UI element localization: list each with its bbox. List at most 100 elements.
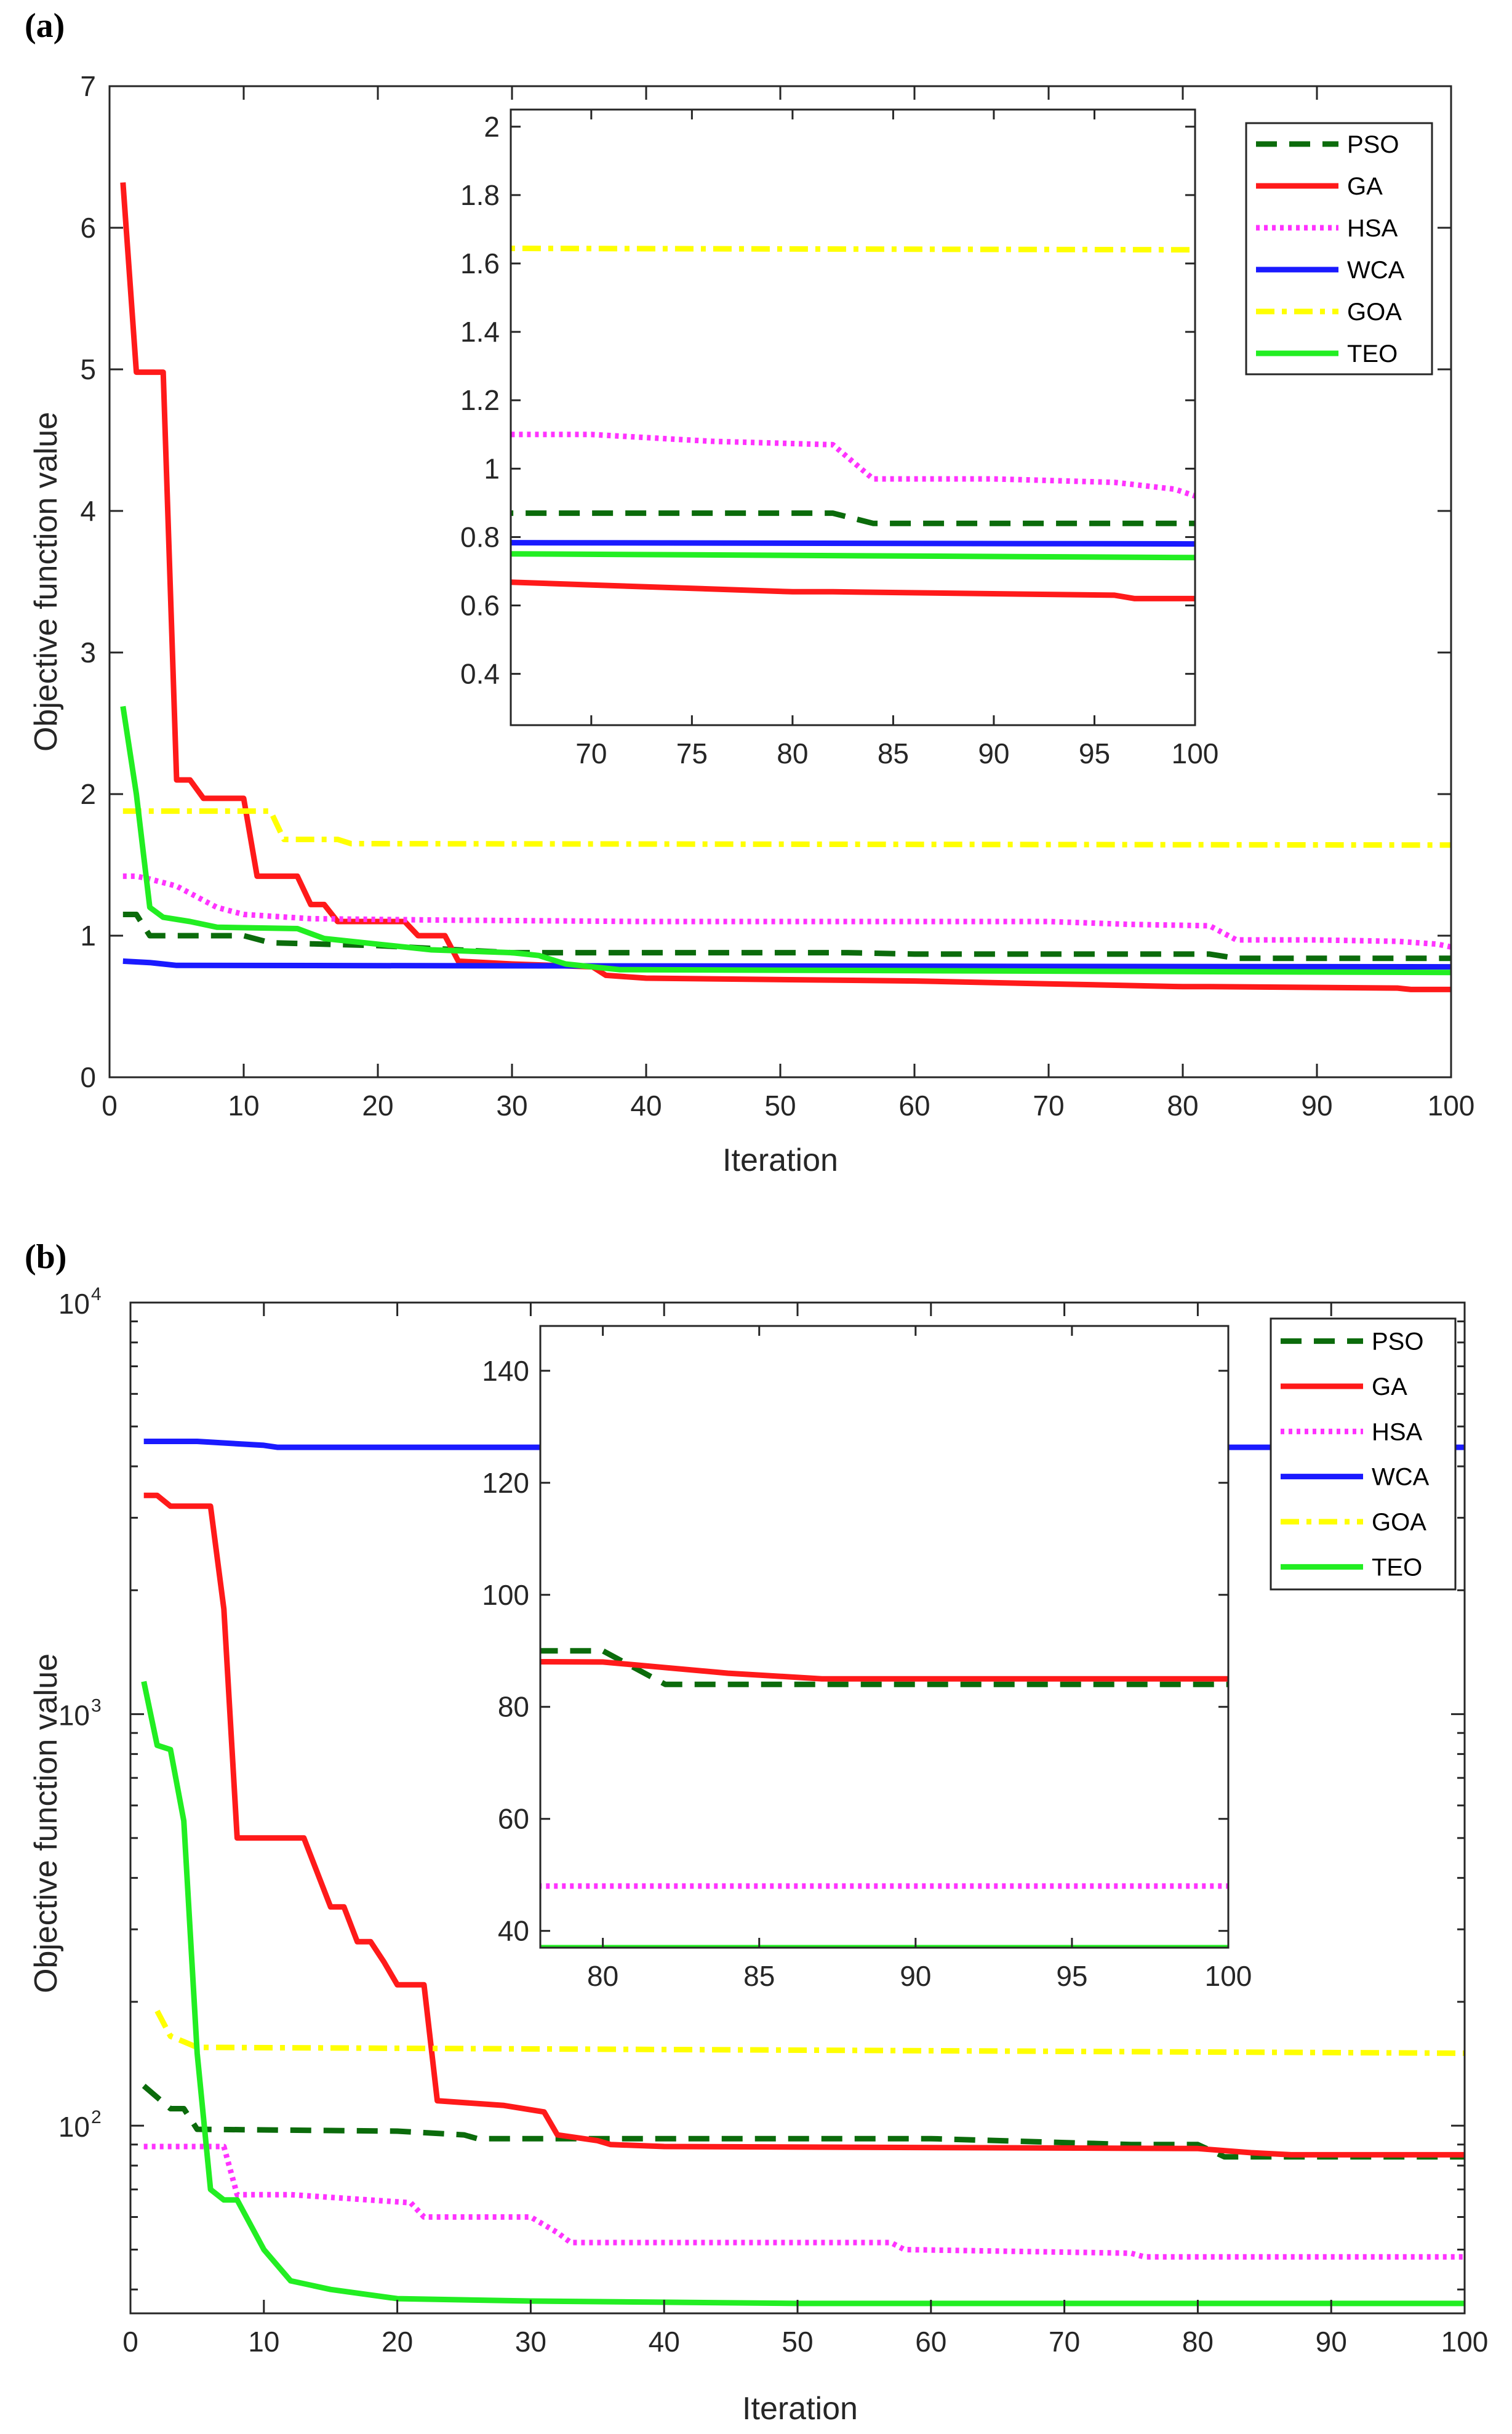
y-tick-label: 3 — [80, 637, 96, 669]
x-tick-label: 10 — [228, 1090, 259, 1122]
x-tick-label: 10 — [248, 2326, 279, 2358]
y-tick-label: 5 — [80, 353, 96, 385]
legend-label-hsa: HSA — [1347, 215, 1398, 242]
y-tick-base: 10 — [58, 2111, 90, 2143]
inset-y-tick-label: 1.4 — [460, 316, 500, 348]
series-line-ga — [120, 182, 1451, 992]
series-line-ga — [143, 1492, 1465, 2158]
x-tick-label: 20 — [382, 2326, 413, 2358]
legend-label-teo: TEO — [1372, 1554, 1422, 1581]
y-tick-label: 1 — [80, 920, 96, 952]
inset-x-tick-label: 85 — [743, 1960, 775, 1992]
legend-label-wca: WCA — [1372, 1464, 1430, 1491]
inset-y-tick-label: 1.6 — [460, 247, 500, 279]
x-tick-label: 30 — [515, 2326, 546, 2358]
panel-label: (a) — [25, 7, 65, 45]
y-tick-base: 10 — [58, 1700, 90, 1732]
x-tick-label: 60 — [915, 2326, 946, 2358]
inset-plot-area — [540, 1326, 1228, 1948]
inset-y-tick-label: 120 — [482, 1467, 529, 1499]
x-tick-label: 0 — [102, 1090, 118, 1122]
inset-y-tick-label: 2 — [484, 111, 500, 143]
legend-label-goa: GOA — [1372, 1509, 1426, 1536]
y-tick-exponent: 3 — [91, 1696, 102, 1716]
series-line-wca — [122, 958, 1451, 970]
y-tick-exponent: 2 — [91, 2107, 102, 2127]
inset-y-tick-label: 0.6 — [460, 590, 500, 622]
inset-y-tick-label: 100 — [482, 1579, 529, 1611]
x-tick-label: 80 — [1167, 1090, 1198, 1122]
x-tick-label: 90 — [1316, 2326, 1347, 2358]
y-axis-label: Objective function value — [28, 412, 64, 752]
inset-axes: 70 75 80 85 90 95 100 0.4 0.6 0.8 1 1.2 1.4 1.6 1.8 2 — [460, 108, 1219, 769]
series-line-hsa — [143, 2143, 1465, 2260]
inset-x-tick-label: 100 — [1172, 737, 1219, 769]
y-tick-exponent: 4 — [91, 1284, 102, 1304]
series-line-goa — [122, 808, 1451, 848]
legend-label-pso: PSO — [1372, 1328, 1423, 1356]
y-tick-label: 10 — [58, 2111, 90, 2143]
inset-x-tick-label: 80 — [587, 1960, 618, 1992]
legend: PSO GA HSA WCA GOA TEO — [1245, 122, 1433, 376]
panel-label: (b) — [25, 1238, 66, 1276]
inset-y-tick-label: 1 — [484, 452, 500, 484]
y-axis-label: Objective function value — [28, 1653, 64, 1993]
x-tick-label: 40 — [649, 2326, 680, 2358]
series-group — [120, 182, 1451, 992]
inset-x-tick-label: 75 — [676, 737, 708, 769]
x-tick-label: 70 — [1049, 2326, 1080, 2358]
legend-box — [1245, 122, 1433, 376]
y-tick-label: 4 — [80, 495, 96, 527]
inset-x-tick-label: 85 — [878, 737, 909, 769]
inset-series-group — [0, 1091, 1228, 1948]
inset-x-tick-label: 95 — [1056, 1960, 1087, 1992]
chart-panel-a: (a) 0 10 20 30 40 50 60 70 80 90 100 0 1 2 3 4 5 6 7 Iterati… — [25, 7, 1474, 1178]
inset-series-group — [511, 245, 1195, 601]
x-axis-label: Iteration — [742, 2391, 858, 2427]
series-line-hsa — [122, 873, 1451, 950]
x-tick-label: 30 — [496, 1090, 527, 1122]
y-tick-label: 0 — [80, 1061, 96, 1093]
y-tick-label: 10 — [58, 1288, 90, 1320]
legend-label-hsa: HSA — [1372, 1418, 1423, 1445]
inset-x-tick-label: 95 — [1079, 737, 1110, 769]
inset-plot-area — [511, 110, 1195, 725]
inset-x-tick-label: 70 — [575, 737, 607, 769]
y-tick-base: 10 — [58, 1288, 90, 1320]
inset-series-line-ga — [511, 579, 1195, 601]
series-line-teo — [120, 705, 1451, 976]
legend-box — [1270, 1317, 1457, 1591]
inset-y-tick-label: 80 — [498, 1691, 529, 1723]
x-tick-label: 50 — [782, 2326, 813, 2358]
x-tick-label: 90 — [1301, 1090, 1332, 1122]
y-tick-label: 10 — [58, 1700, 90, 1732]
x-axis-label: Iteration — [722, 1143, 838, 1178]
inset-frame — [510, 108, 1196, 726]
x-tick-label: 80 — [1182, 2326, 1214, 2358]
inset-y-tick-label: 60 — [498, 1803, 529, 1835]
series-line-teo — [141, 1681, 1465, 2307]
y-tick-label: 7 — [80, 70, 96, 102]
inset-y-tick-label: 1.8 — [460, 179, 500, 211]
legend-label-goa: GOA — [1347, 299, 1402, 326]
inset-x-tick-label: 90 — [900, 1960, 931, 1992]
x-tick-label: 0 — [122, 2326, 138, 2358]
legend-label-ga: GA — [1347, 173, 1383, 200]
inset-series-line-pso — [511, 510, 1195, 526]
x-tick-label: 40 — [630, 1090, 662, 1122]
inset-frame — [539, 1325, 1230, 1949]
inset-series-line-goa — [0, 1091, 1228, 1315]
inset-y-tick-label: 0.8 — [460, 521, 500, 553]
y-tick-label: 2 — [80, 778, 96, 810]
legend: PSO GA HSA WCA GOA TEO — [1270, 1317, 1457, 1591]
series-line-goa — [154, 2009, 1465, 2056]
inset-y-tick-label: 40 — [498, 1915, 529, 1947]
inset-y-tick-label: 0.4 — [460, 658, 500, 690]
x-tick-label: 20 — [362, 1090, 393, 1122]
legend-label-teo: TEO — [1347, 340, 1398, 368]
inset-y-tick-label: 1.2 — [460, 384, 500, 416]
inset-series-line-pso — [540, 1648, 1228, 1687]
